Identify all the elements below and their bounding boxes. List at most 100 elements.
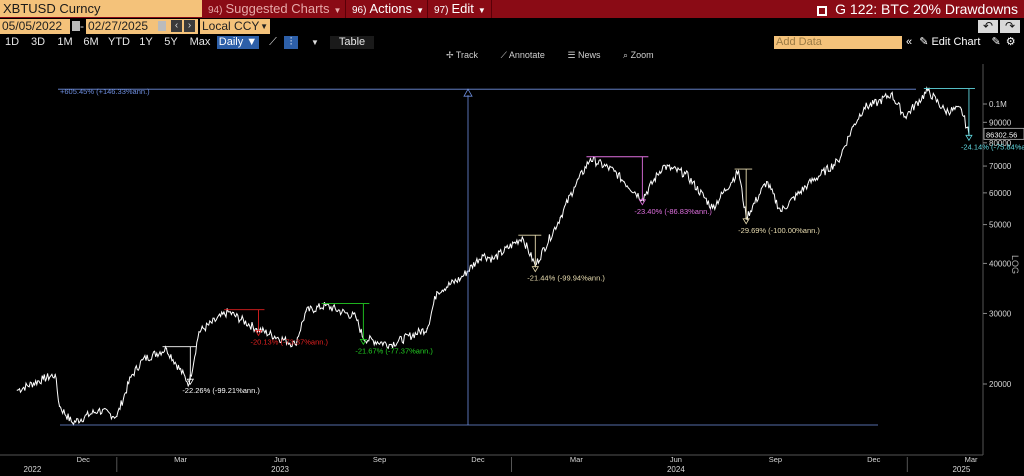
price-point [712,207,714,209]
edit-label: Edit [451,1,474,16]
external-link-icon[interactable] [817,6,828,16]
chevron-left-icon[interactable]: ‹ [171,20,182,32]
table-button[interactable]: Table [330,36,374,49]
price-point [492,258,494,260]
y-tick-label: 70000 [989,162,1012,171]
price-point [780,210,782,212]
drawdown-arrow [965,134,973,142]
period-3d[interactable]: 3D [30,36,46,48]
period-1d[interactable]: 1D [4,36,20,48]
frequency-label: Daily [218,36,244,48]
drawdown-label: -20.13% (-73.37%ann.) [250,337,328,346]
price-point [54,374,56,376]
annotate-label: Annotate [508,50,545,60]
price-point [130,376,132,378]
x-tick-year: 2022 [24,465,42,474]
y-tick-label: 30000 [989,309,1012,318]
price-point [890,93,892,95]
track-label: Track [455,50,479,60]
drawdown-arrow [254,330,263,337]
price-point [389,343,391,346]
x-tick-month: Sep [769,455,782,464]
collapse-icon[interactable]: « [906,36,913,48]
chevron-down-icon: ▼ [477,6,486,15]
price-point [559,217,561,219]
range-label: +605.45% (+146.33%ann.) [60,87,150,96]
bar-chart-icon[interactable]: ⫶ [284,36,298,49]
x-tick-month: Dec [867,455,881,464]
price-point [573,186,575,188]
period-5y[interactable]: 5Y [164,36,178,48]
drawdown-arrow [531,266,540,273]
price-point [71,422,74,424]
drawdown-arrow [742,218,750,225]
undo-button[interactable]: ↶ [978,20,998,33]
period-ytd[interactable]: YTD [108,36,130,48]
chevron-down-icon[interactable]: ▼ [311,38,319,47]
calendar-icon[interactable] [158,21,166,31]
price-point [623,181,625,183]
price-point [436,291,438,293]
ticker-field[interactable]: XBTUSD Curncy [0,0,202,17]
chevron-down-icon: ▼ [333,6,342,15]
period-max[interactable]: Max [189,36,211,48]
x-tick-year: 2023 [271,465,289,474]
settings-icon[interactable]: ⚙ [1005,36,1016,48]
y-tick-label: 90000 [989,118,1012,127]
frequency-select[interactable]: Daily ▼ [217,36,259,49]
x-tick-month: Mar [174,455,187,464]
currency-label: Local CCY [202,19,260,33]
x-tick-month: Jun [670,455,682,464]
edit-chart-button[interactable]: « ✎ Edit Chart ✎ ⚙ [906,36,1016,49]
edit-menu[interactable]: 97) Edit ▼ [430,0,492,18]
top-menu-bar: XBTUSD Curncy 94) Suggested Charts ▼ 96) Ac… [0,0,1024,18]
price-point [613,170,615,172]
chevron-down-icon: ▼ [416,6,425,15]
price-point [766,181,768,183]
price-point [58,405,61,407]
drawdown-label: -29.69% (-100.00%ann.) [738,226,820,235]
y-tick-label: 60000 [989,189,1012,198]
chevron-down-icon: ▼ [260,22,268,31]
chevron-right-icon[interactable]: › [184,20,195,32]
add-data-input[interactable]: Add Data [774,36,902,49]
x-tick-month: Jun [274,455,286,464]
x-tick-year: 2024 [667,465,685,474]
annotate-tool[interactable]: ⟋ Annotate [500,50,545,60]
price-point [116,415,118,418]
news-label: News [578,50,601,60]
price-point [305,310,307,312]
price-point [97,409,100,411]
end-date-field[interactable]: 02/27/2025 [86,19,198,34]
x-tick-month: Dec [77,455,91,464]
price-point [927,90,929,92]
start-date-field[interactable]: 05/05/2022 [0,19,70,34]
calendar-icon[interactable] [72,21,80,31]
date-range-bar: 05/05/2022 - 02/27/2025 ‹ › Local CCY ▼ ↶… [0,19,1024,35]
actions-menu[interactable]: 96) Actions ▼ [348,0,428,18]
drawdown-label: -23.40% (-86.83%ann.) [634,207,712,216]
y-tick-label: 0.1M [989,100,1007,109]
price-point [355,316,357,318]
price-point [142,359,144,361]
price-point [960,108,962,110]
period-1y[interactable]: 1Y [139,36,153,48]
price-point [807,183,809,185]
line-chart-icon[interactable]: ⟋ [269,36,277,48]
pencil-icon[interactable]: ✎ [991,36,1001,48]
suggested-charts-menu[interactable]: 94) Suggested Charts ▼ [204,0,346,18]
currency-select[interactable]: Local CCY ▼ [200,19,270,34]
redo-button[interactable]: ↷ [1000,20,1020,33]
price-point [165,348,168,350]
price-point [944,110,946,112]
y-axis-scale-label: LOG [1010,255,1020,274]
news-tool[interactable]: ☰ News [567,50,601,60]
track-tool[interactable]: ✢ Track [446,50,479,60]
last-price-label: 86302.56 [986,130,1017,139]
zoom-tool[interactable]: ⌕ Zoom [623,50,654,60]
period-1m[interactable]: 1M [57,36,73,48]
period-6m[interactable]: 6M [83,36,99,48]
range-arrow [463,88,473,97]
actions-number: 96) [352,5,367,16]
